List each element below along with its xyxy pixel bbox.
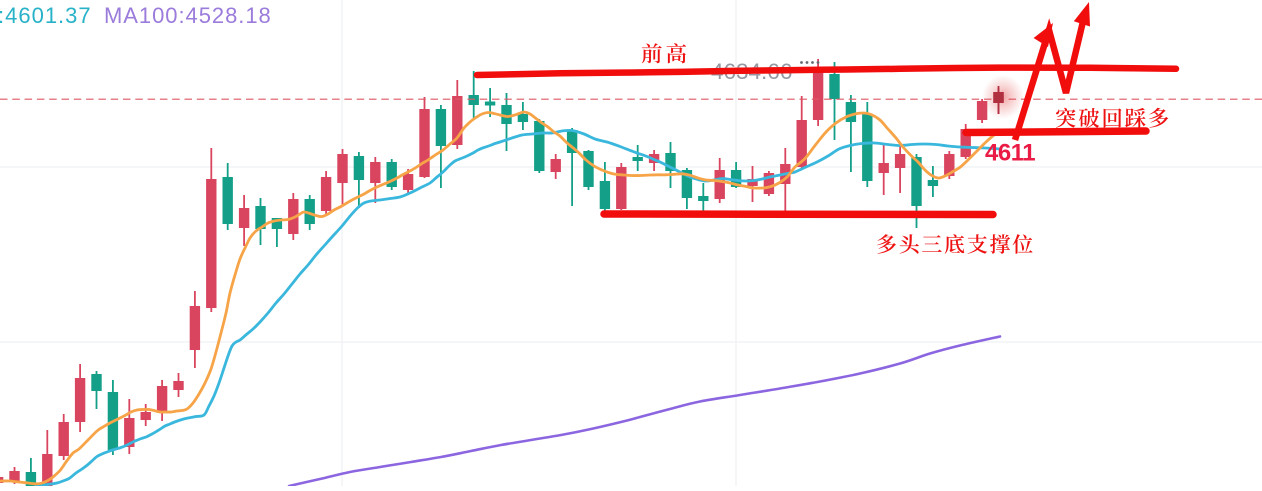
svg-text:4611: 4611 [985,140,1035,167]
svg-text::4601.37: :4601.37 [0,3,92,28]
svg-text:MA100:4528.18: MA100:4528.18 [104,3,272,28]
